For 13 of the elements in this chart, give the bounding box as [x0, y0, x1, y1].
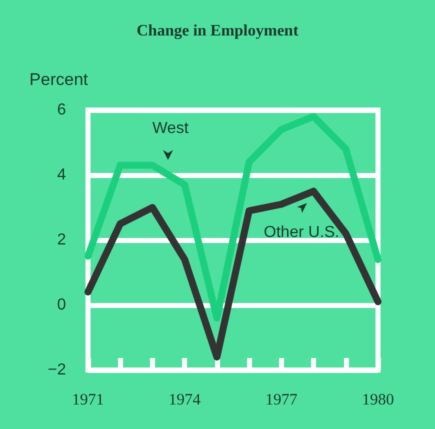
x-tick-label: 1980: [362, 392, 394, 408]
y-tick-label: 6: [57, 102, 66, 118]
series-label: Other U.S.: [264, 224, 340, 241]
x-tick-label: 1977: [265, 392, 298, 408]
x-tick-label: 1974: [168, 392, 201, 408]
y-tick-label: 4: [57, 166, 66, 184]
y-tick-label: 2: [57, 232, 66, 248]
y-tick-label: 0: [57, 296, 66, 314]
y-axis-title: Percent: [29, 70, 88, 89]
y-tick-label: −2: [48, 362, 66, 378]
x-tick-label: 1971: [72, 392, 104, 408]
series-label: West: [152, 120, 190, 137]
chart-title: Change in Employment: [136, 22, 300, 40]
